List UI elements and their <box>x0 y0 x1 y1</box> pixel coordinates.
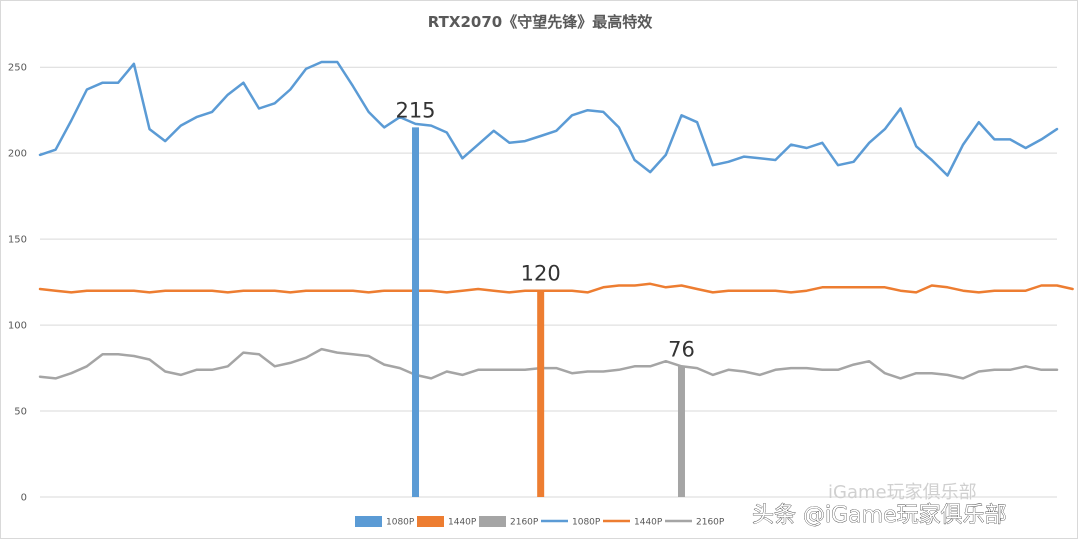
y-tick-label: 250 <box>8 63 27 74</box>
y-tick-label: 50 <box>14 407 27 418</box>
y-tick-label: 150 <box>8 235 27 246</box>
bar-1080P <box>412 127 420 497</box>
bar-2160P <box>677 366 685 497</box>
legend-label-bar-2160P: 2160P <box>510 518 539 528</box>
gridlines <box>40 66 1057 498</box>
legend-label-line-2160P: 2160P <box>696 518 725 528</box>
legend: 1080P 1440P 2160P 1080P 1440P 2160P <box>355 516 725 528</box>
legend-label-line-1440P: 1440P <box>634 518 663 528</box>
bar-data-label-2160P: 76 <box>668 337 695 361</box>
credit-text: 头条 @iGame玩家俱乐部 <box>752 503 1007 528</box>
chart-title: RTX2070《守望先锋》最高特效 <box>428 13 653 31</box>
legend-swatch-bar-1080P <box>355 516 382 527</box>
y-tick-label: 200 <box>8 149 27 160</box>
legend-swatch-bar-1440P <box>417 516 444 527</box>
legend-label-bar-1080P: 1080P <box>386 518 415 528</box>
legend-swatch-bar-2160P <box>479 516 506 527</box>
y-axis-ticks: 0 50 100 150 200 250 <box>8 63 27 504</box>
legend-label-line-1080P: 1080P <box>572 518 601 528</box>
bar-series: 215 120 76 <box>395 98 695 497</box>
legend-label-bar-1440P: 1440P <box>448 518 477 528</box>
bar-1440P <box>537 290 545 497</box>
series-line-1080P <box>38 60 1059 177</box>
watermark-text: iGame玩家俱乐部 <box>828 482 977 503</box>
bar-data-label-1440P: 120 <box>521 262 561 286</box>
series-line-2160P <box>38 347 1059 380</box>
y-tick-label: 100 <box>8 321 27 332</box>
watermark: iGame玩家俱乐部 <box>828 482 977 503</box>
y-tick-label: 0 <box>21 493 27 504</box>
series-line-1440P <box>38 282 1074 294</box>
line-series <box>38 60 1074 380</box>
bar-data-label-1080P: 215 <box>395 98 435 122</box>
